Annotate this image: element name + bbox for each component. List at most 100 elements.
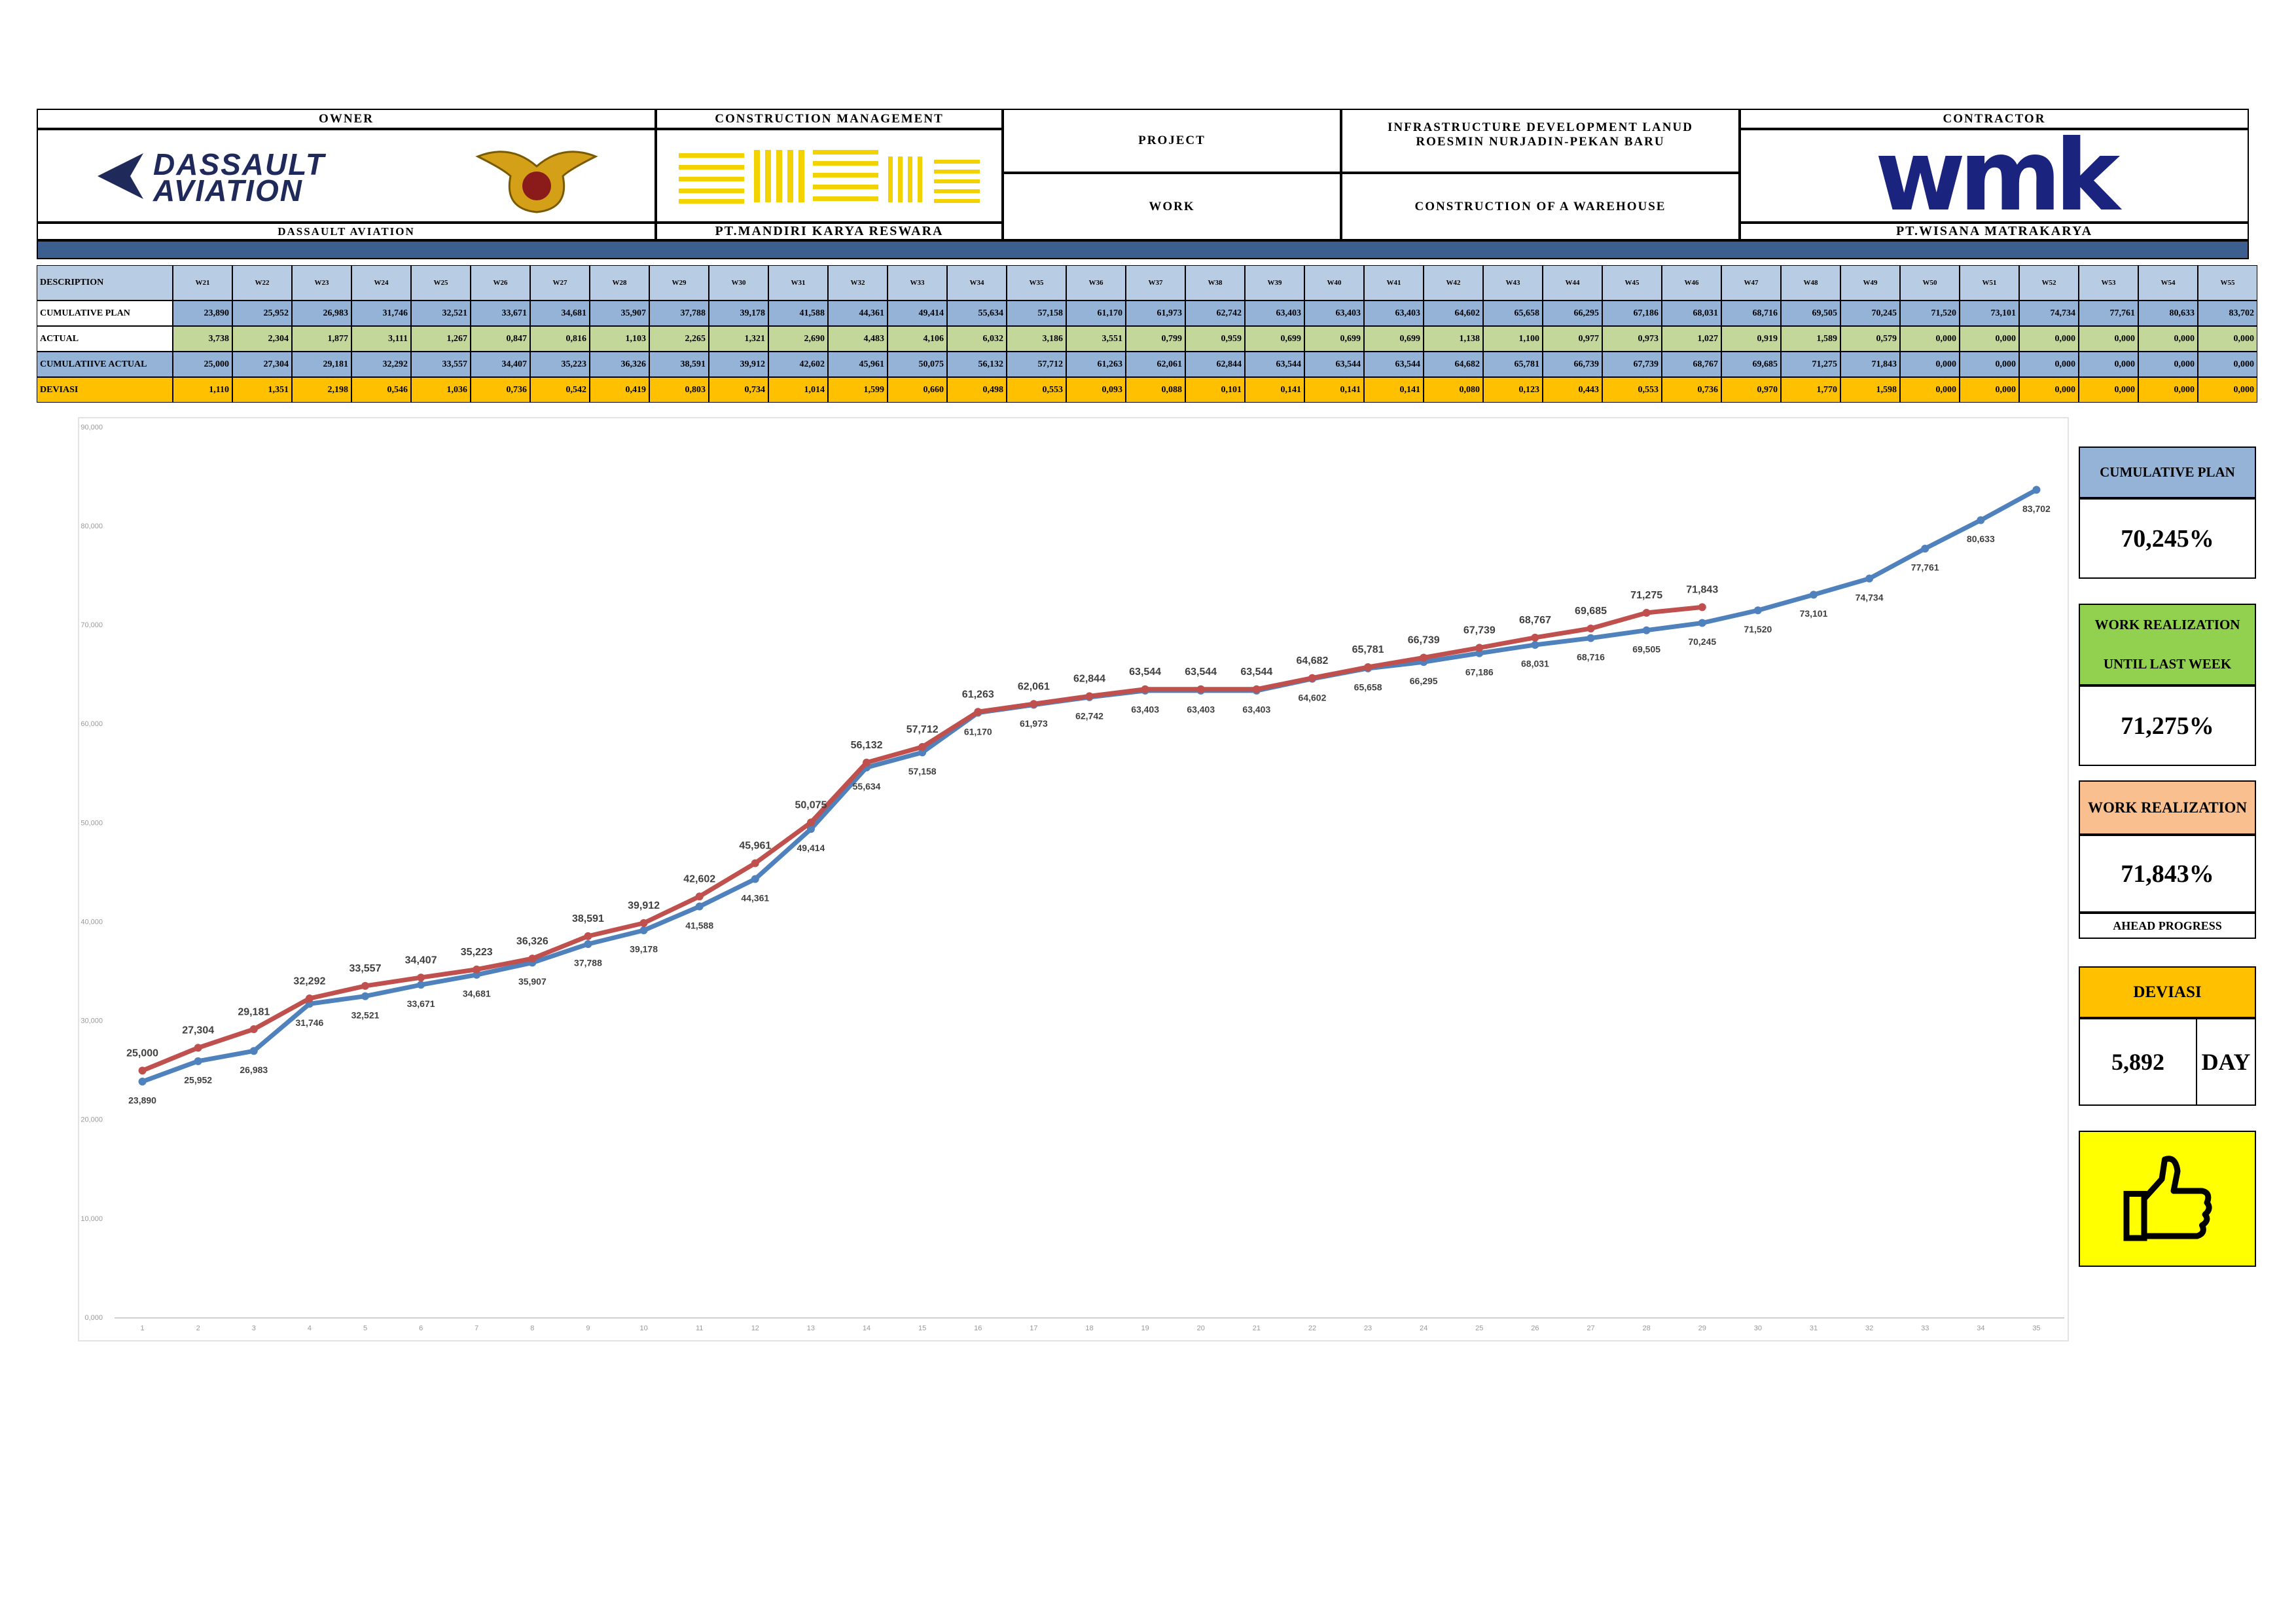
table-cell: 0,973 (1602, 326, 1662, 352)
plan-value: 70,245% (2079, 498, 2256, 579)
x-tick-label: 20 (1197, 1324, 1205, 1332)
data-label: 34,407 (405, 955, 437, 966)
table-cell: 0,699 (1304, 326, 1364, 352)
table-cell: 1,036 (411, 377, 471, 403)
table-cell: 61,973 (1126, 301, 1185, 326)
data-label: 65,781 (1352, 644, 1384, 655)
point (863, 758, 871, 767)
table-cell: 83,702 (2198, 301, 2257, 326)
label-line: WORK REALIZATION (2094, 616, 2240, 632)
table-cell: 0,000 (2138, 352, 2198, 377)
dassault-logo: DASSAULT AVIATION (97, 147, 325, 208)
point (1085, 692, 1094, 701)
table-cell: W52 (2019, 265, 2079, 301)
point (417, 974, 425, 982)
table-cell: W47 (1721, 265, 1781, 301)
contractor-title: CONTRACTOR (1740, 109, 2249, 129)
project-value: INFRASTRUCTURE DEVELOPMENT LANUD ROESMIN… (1341, 109, 1740, 173)
point (1475, 644, 1484, 652)
table-cell: W51 (1960, 265, 2019, 301)
table-cell: W23 (292, 265, 351, 301)
data-label: 23,890 (128, 1095, 156, 1106)
point (417, 981, 425, 989)
table-cell: 65,658 (1483, 301, 1543, 326)
table-cell: W30 (709, 265, 768, 301)
table-cell: 2,304 (232, 326, 292, 352)
table-cell: 3,551 (1066, 326, 1126, 352)
contractor-name: PT.WISANA MATRAKARYA (1740, 223, 2249, 240)
owner-title: OWNER (37, 109, 656, 129)
cm-name: PT.MANDIRI KARYA RESWARA (656, 223, 1003, 240)
x-tick-label: 5 (363, 1324, 367, 1332)
table-cell: 0,000 (2019, 352, 2079, 377)
table-cell: W32 (828, 265, 888, 301)
table-cell: 0,970 (1721, 377, 1781, 403)
point (974, 708, 982, 716)
x-tick-label: 35 (2032, 1324, 2040, 1332)
data-label: 56,132 (851, 740, 883, 751)
table-cell: 63,544 (1364, 352, 1424, 377)
table-cell: 0,000 (1960, 352, 2019, 377)
data-label: 63,544 (1129, 666, 1161, 678)
data-label: 31,746 (295, 1017, 323, 1028)
thumbs-box (2079, 1131, 2256, 1267)
point (1364, 663, 1372, 671)
table-cell: 0,498 (947, 377, 1007, 403)
table-cell: 1,027 (1662, 326, 1721, 352)
x-tick-label: 21 (1253, 1324, 1261, 1332)
table-cell: 0,419 (590, 377, 649, 403)
table-cell: 57,158 (1007, 301, 1066, 326)
table-cell: 42,602 (768, 352, 828, 377)
table-cell: W44 (1543, 265, 1602, 301)
table-cell: 1,351 (232, 377, 292, 403)
table-cell: 31,746 (351, 301, 411, 326)
data-label: 55,634 (853, 781, 881, 792)
x-tick-label: 18 (1085, 1324, 1093, 1332)
table-cell: 25,952 (232, 301, 292, 326)
data-label: 68,767 (1519, 615, 1551, 626)
table-cell: 68,031 (1662, 301, 1721, 326)
table-cell: 0,734 (709, 377, 768, 403)
data-label: 35,223 (461, 947, 493, 958)
logo-text: AVIATION (152, 173, 303, 208)
x-tick-label: 13 (807, 1324, 815, 1332)
data-label: 65,658 (1354, 682, 1382, 693)
deviation-unit: DAY (2196, 1018, 2256, 1106)
table-cell: W49 (1840, 265, 1900, 301)
table-cell: 61,263 (1066, 352, 1126, 377)
y-tick-label: 80,000 (81, 522, 103, 530)
table-cell: CUMULATIVE PLAN (37, 301, 173, 326)
data-label: 32,521 (351, 1010, 380, 1020)
point (639, 926, 648, 934)
table-cell: 1,599 (828, 377, 888, 403)
data-label: 63,403 (1131, 704, 1159, 715)
data-label: 69,505 (1632, 644, 1660, 654)
table-cell: 0,000 (2079, 377, 2138, 403)
table-cell: W24 (351, 265, 411, 301)
data-label: 71,275 (1630, 590, 1662, 601)
data-label: 80,633 (1967, 534, 1995, 544)
table-cell: 35,223 (530, 352, 590, 377)
table-cell: 62,061 (1126, 352, 1185, 377)
point (1753, 606, 1762, 615)
y-tick-label: 0,000 (84, 1314, 103, 1322)
cm-logo (656, 129, 1003, 223)
table-cell: 4,106 (888, 326, 947, 352)
data-label: 57,712 (906, 724, 939, 735)
table-cell: 63,403 (1245, 301, 1304, 326)
point (1141, 685, 1149, 693)
table-cell: 0,141 (1364, 377, 1424, 403)
table-cell: 0,000 (1900, 352, 1960, 377)
table-cell: 73,101 (1960, 301, 2019, 326)
x-tick-label: 3 (252, 1324, 256, 1332)
x-tick-label: 24 (1420, 1324, 1427, 1332)
table-cell: 1,138 (1424, 326, 1483, 352)
point (249, 1025, 258, 1034)
table-cell: 0,959 (1185, 326, 1245, 352)
data-label: 34,681 (463, 989, 491, 999)
table-cell: 1,014 (768, 377, 828, 403)
x-tick-label: 32 (1865, 1324, 1873, 1332)
data-label: 61,973 (1020, 718, 1048, 729)
table-cell: 0,101 (1185, 377, 1245, 403)
table-cell: 27,304 (232, 352, 292, 377)
